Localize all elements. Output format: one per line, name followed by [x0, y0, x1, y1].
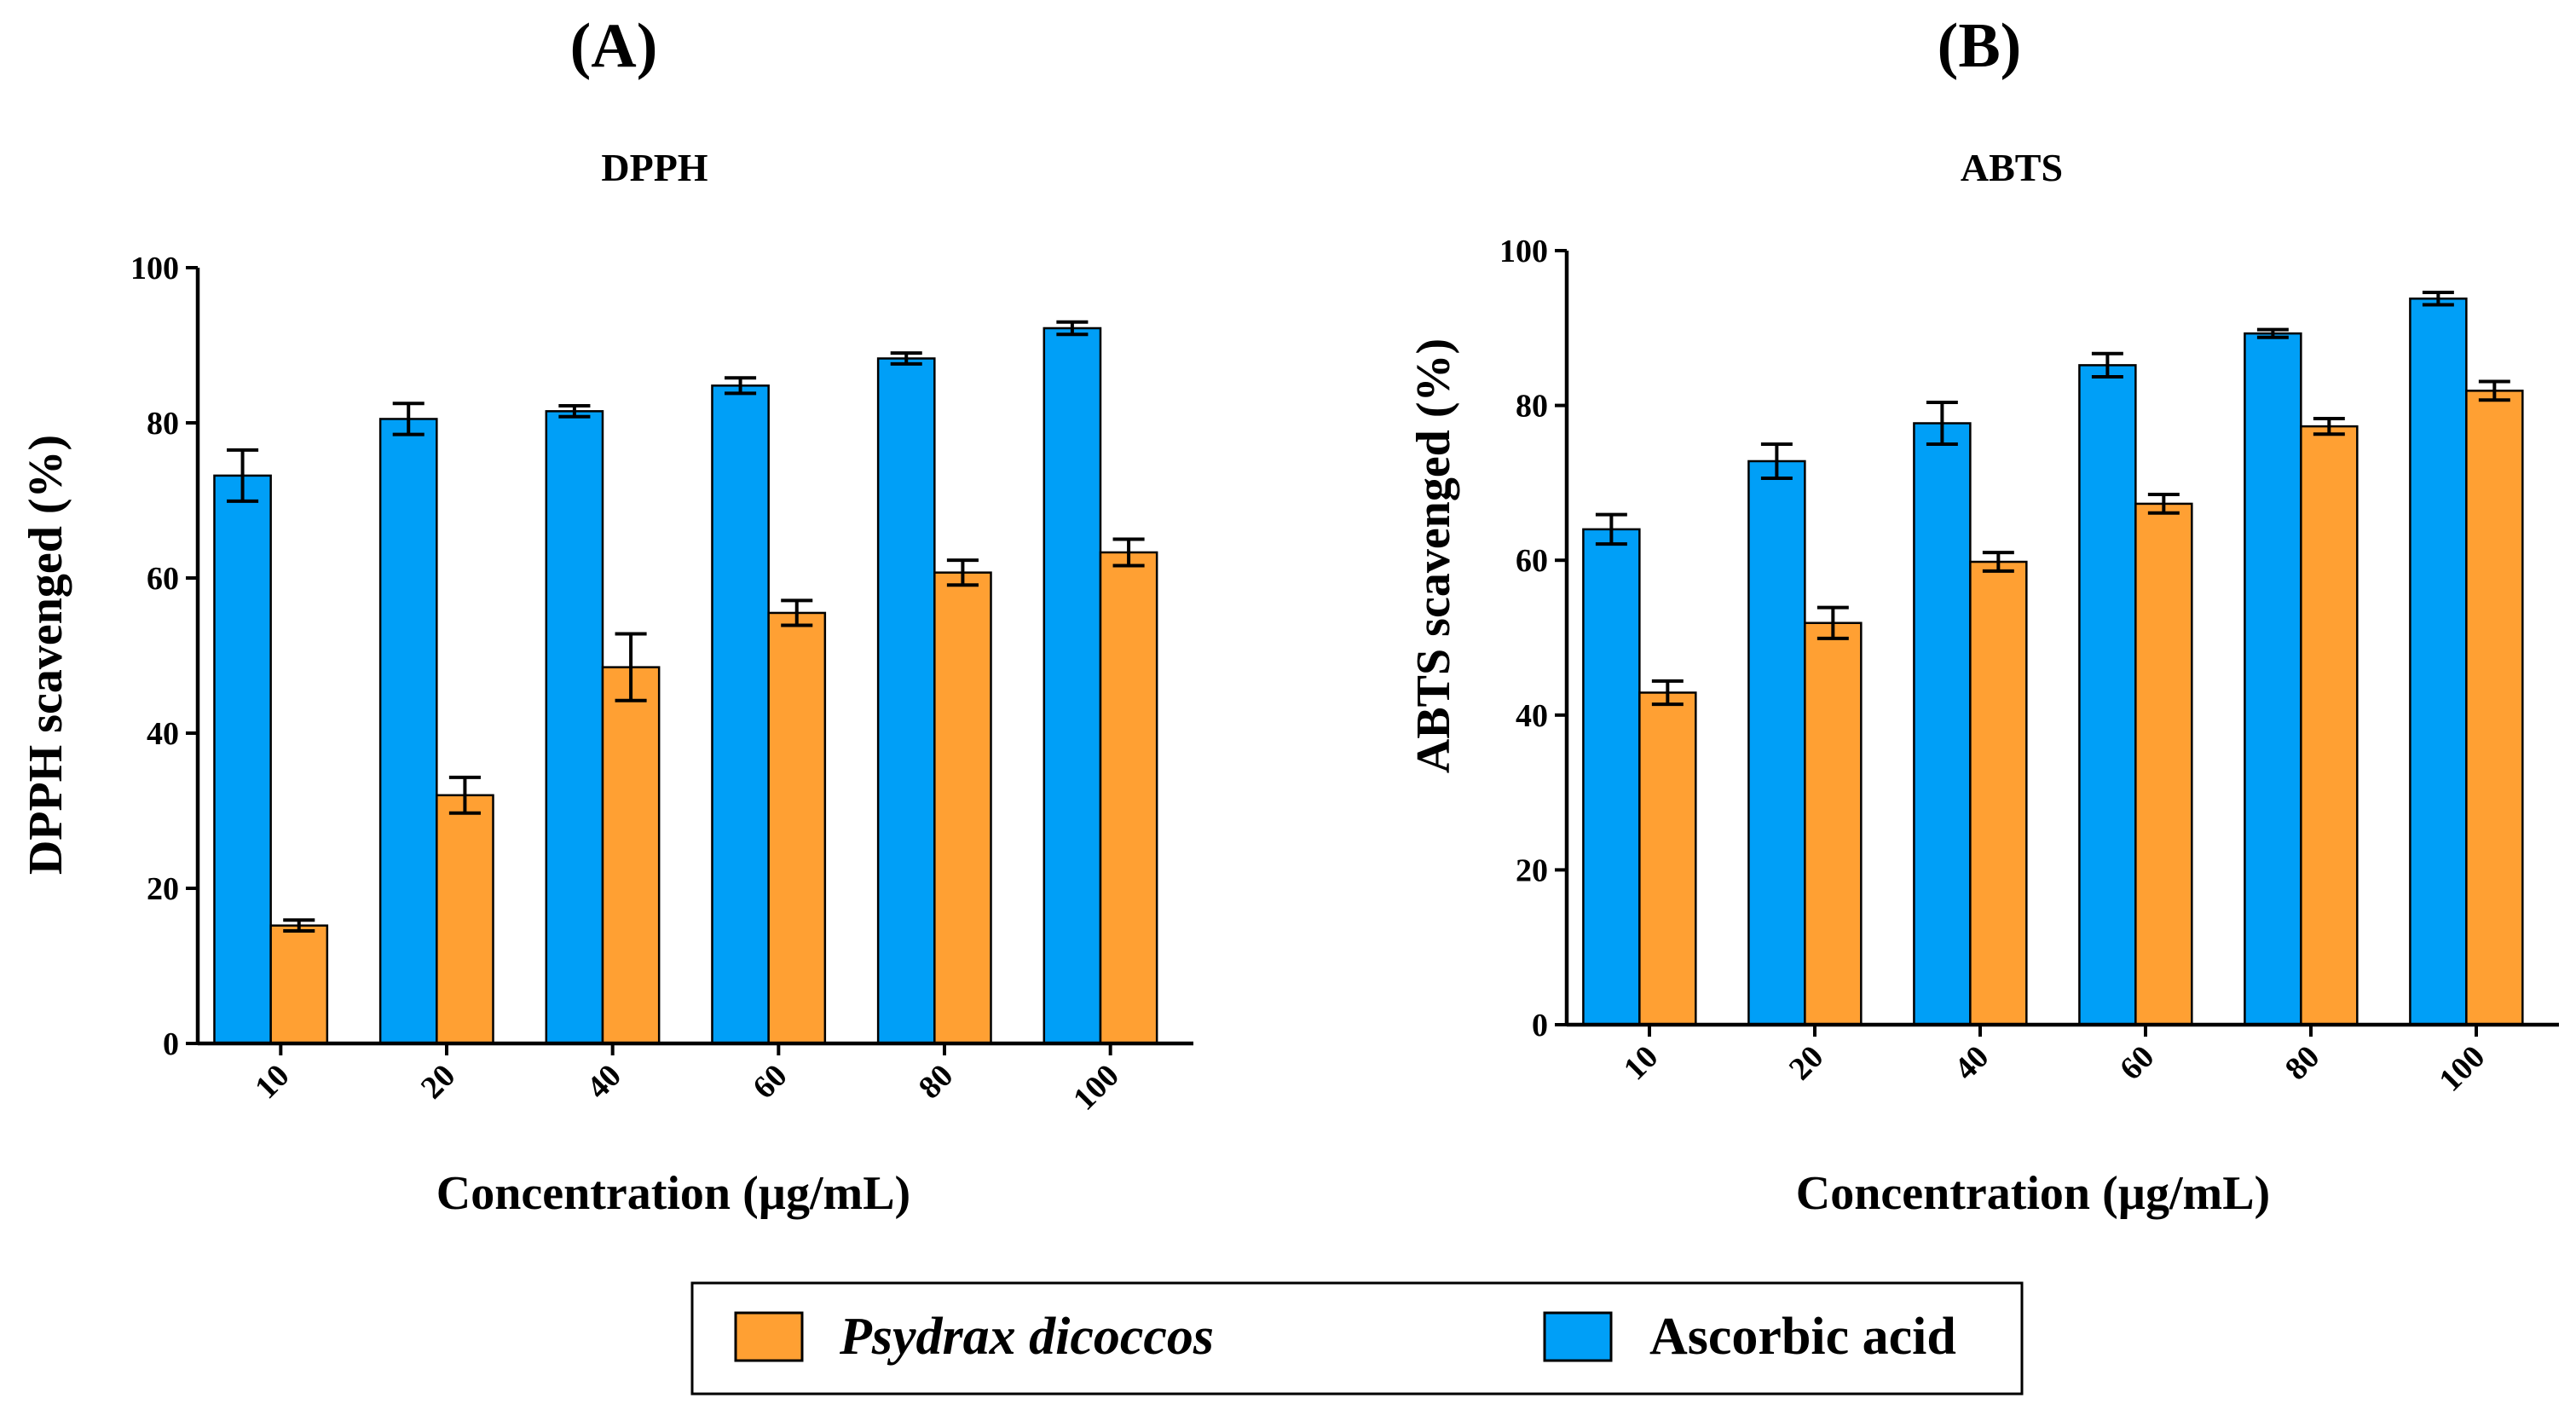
chart-b-errorbar-psydrax-40 — [1982, 551, 2014, 573]
chart-b-ytick-label-80: 80 — [1516, 389, 1548, 425]
chart-a-xlabel: Concentration (µg/mL) — [436, 1167, 910, 1220]
chart-b-errorbar-ascorbic-80 — [2256, 327, 2289, 339]
chart-a-errorbar-ascorbic-60 — [725, 376, 757, 396]
chart-b-errorbar-ascorbic-100 — [2422, 291, 2454, 307]
chart-a-errorbar-psydrax-10 — [283, 918, 315, 933]
chart-a-bar-psydrax-20 — [436, 794, 494, 1045]
chart-a-errorbar-psydrax-40 — [615, 632, 647, 702]
chart-a-ytick-label-80: 80 — [147, 406, 179, 442]
chart-b-bar-psydrax-100 — [2465, 390, 2524, 1026]
chart-a-errorbar-ascorbic-100 — [1056, 320, 1089, 337]
chart-b-plot: 10 20 40 60 80 100 0 20 40 60 80 100 — [1499, 234, 2559, 1099]
chart-b-bar-ascorbic-20 — [1747, 459, 1806, 1026]
legend: Psydrax dicoccos Ascorbic acid — [690, 1281, 2024, 1396]
chart-b-errorbar-psydrax-80 — [2313, 417, 2345, 436]
chart-b-ytick-label-20: 20 — [1516, 852, 1548, 888]
chart-b-errorbar-psydrax-60 — [2147, 493, 2180, 515]
chart-a-errorbar-ascorbic-80 — [890, 351, 922, 366]
chart-a-bar-ascorbic-10 — [213, 474, 272, 1045]
chart-a-xtick-label-40: 40 — [580, 1058, 628, 1107]
chart-a-xtick-label-60: 60 — [746, 1058, 794, 1107]
chart-a-bar-ascorbic-100 — [1043, 327, 1102, 1045]
chart-a-errorbar-psydrax-60 — [781, 598, 813, 627]
chart-b-errorbar-ascorbic-40 — [1926, 400, 1958, 446]
chart-a-ylabel: DPPH scavenged (%) — [20, 435, 72, 875]
chart-a-ytick-label-0: 0 — [163, 1026, 179, 1062]
panel-a-label: (A) — [570, 11, 658, 81]
chart-a-bar-ascorbic-40 — [545, 410, 604, 1045]
chart-a-ytick-label-40: 40 — [147, 716, 179, 752]
chart-b-ytick-label-40: 40 — [1516, 698, 1548, 734]
panel-b: (B) ABTS 10 20 40 60 80 100 0 20 40 60 80 100 Conce… — [1407, 11, 2559, 1220]
chart-a-errorbar-ascorbic-20 — [392, 402, 425, 436]
chart-b-bar-ascorbic-10 — [1582, 528, 1641, 1026]
chart-a-errorbar-psydrax-100 — [1112, 537, 1145, 568]
chart-b-bar-psydrax-40 — [1969, 560, 2028, 1026]
chart-b-xtick-label-100: 100 — [2432, 1039, 2492, 1099]
chart-b-errorbar-ascorbic-60 — [2091, 351, 2123, 379]
chart-b-ylabel: ABTS scavenged (%) — [1407, 338, 1460, 773]
chart-a-errorbar-psydrax-80 — [946, 558, 979, 587]
chart-b-bar-ascorbic-40 — [1913, 422, 1972, 1026]
chart-a-bar-ascorbic-80 — [876, 357, 936, 1045]
chart-b-errorbar-psydrax-10 — [1651, 679, 1684, 707]
chart-b-xtick-label-40: 40 — [1948, 1039, 1996, 1088]
chart-b-errorbar-ascorbic-20 — [1760, 442, 1793, 480]
chart-a-ytick-label-20: 20 — [147, 871, 179, 907]
chart-a-bar-ascorbic-60 — [711, 384, 770, 1045]
legend-label-ascorbic: Ascorbic acid — [1649, 1308, 1956, 1366]
chart-a-errorbar-ascorbic-40 — [558, 403, 591, 419]
chart-b-xlabel: Concentration (µg/mL) — [1796, 1167, 2270, 1220]
chart-b-xtick-label-20: 20 — [1782, 1039, 1831, 1088]
chart-a-plot: 10 20 40 60 80 100 0 20 40 60 80 100 — [130, 251, 1193, 1118]
chart-b-bar-ascorbic-80 — [2244, 332, 2302, 1026]
chart-a-errorbar-psydrax-20 — [448, 775, 481, 815]
chart-a-bar-psydrax-80 — [933, 571, 992, 1045]
chart-a-xtick-label-10: 10 — [248, 1058, 297, 1107]
chart-a-bar-psydrax-100 — [1099, 551, 1158, 1045]
chart-a-title: DPPH — [601, 146, 708, 189]
chart-b-bar-psydrax-80 — [2300, 425, 2359, 1026]
chart-a-bar-ascorbic-20 — [378, 418, 438, 1045]
panel-a: (A) DPPH 10 20 40 60 80 100 0 20 40 60 80 100 Conce… — [20, 11, 1193, 1220]
chart-b-bar-psydrax-60 — [2134, 502, 2193, 1026]
chart-a-bar-psydrax-40 — [601, 666, 661, 1045]
chart-b-ytick-label-0: 0 — [1532, 1008, 1548, 1043]
chart-b-xtick-label-80: 80 — [2279, 1039, 2327, 1088]
legend-label-psydrax: Psydrax dicoccos — [839, 1308, 1214, 1366]
chart-b-ytick-label-60: 60 — [1516, 543, 1548, 579]
panel-b-label: (B) — [1938, 11, 2022, 81]
chart-b-bar-psydrax-20 — [1804, 621, 1863, 1026]
chart-b-errorbar-ascorbic-10 — [1595, 512, 1627, 546]
chart-a-xtick-label-100: 100 — [1066, 1058, 1126, 1118]
chart-b-xtick-label-10: 10 — [1617, 1039, 1666, 1088]
chart-a-bar-psydrax-60 — [767, 611, 827, 1045]
chart-b-ytick-label-100: 100 — [1499, 234, 1548, 269]
chart-a-bar-psydrax-10 — [269, 924, 329, 1045]
chart-a-xtick-label-80: 80 — [912, 1058, 961, 1107]
chart-b-errorbar-psydrax-100 — [2478, 379, 2510, 402]
chart-b-bar-ascorbic-60 — [2078, 364, 2137, 1026]
chart-b-title: ABTS — [1961, 146, 2063, 189]
chart-a-xtick-label-20: 20 — [414, 1058, 463, 1107]
chart-a-errorbar-ascorbic-10 — [227, 448, 259, 503]
chart-a-ytick-label-100: 100 — [130, 251, 179, 286]
legend-frame — [690, 1281, 2024, 1396]
legend-swatch-psydrax — [734, 1311, 804, 1362]
chart-b-errorbar-psydrax-20 — [1816, 605, 1849, 640]
chart-a-ytick-label-60: 60 — [147, 561, 179, 597]
chart-b-bar-ascorbic-100 — [2409, 298, 2468, 1026]
legend-swatch-ascorbic — [1543, 1311, 1613, 1362]
chart-b-xtick-label-60: 60 — [2113, 1039, 2162, 1088]
chart-b-bar-psydrax-10 — [1638, 691, 1697, 1026]
